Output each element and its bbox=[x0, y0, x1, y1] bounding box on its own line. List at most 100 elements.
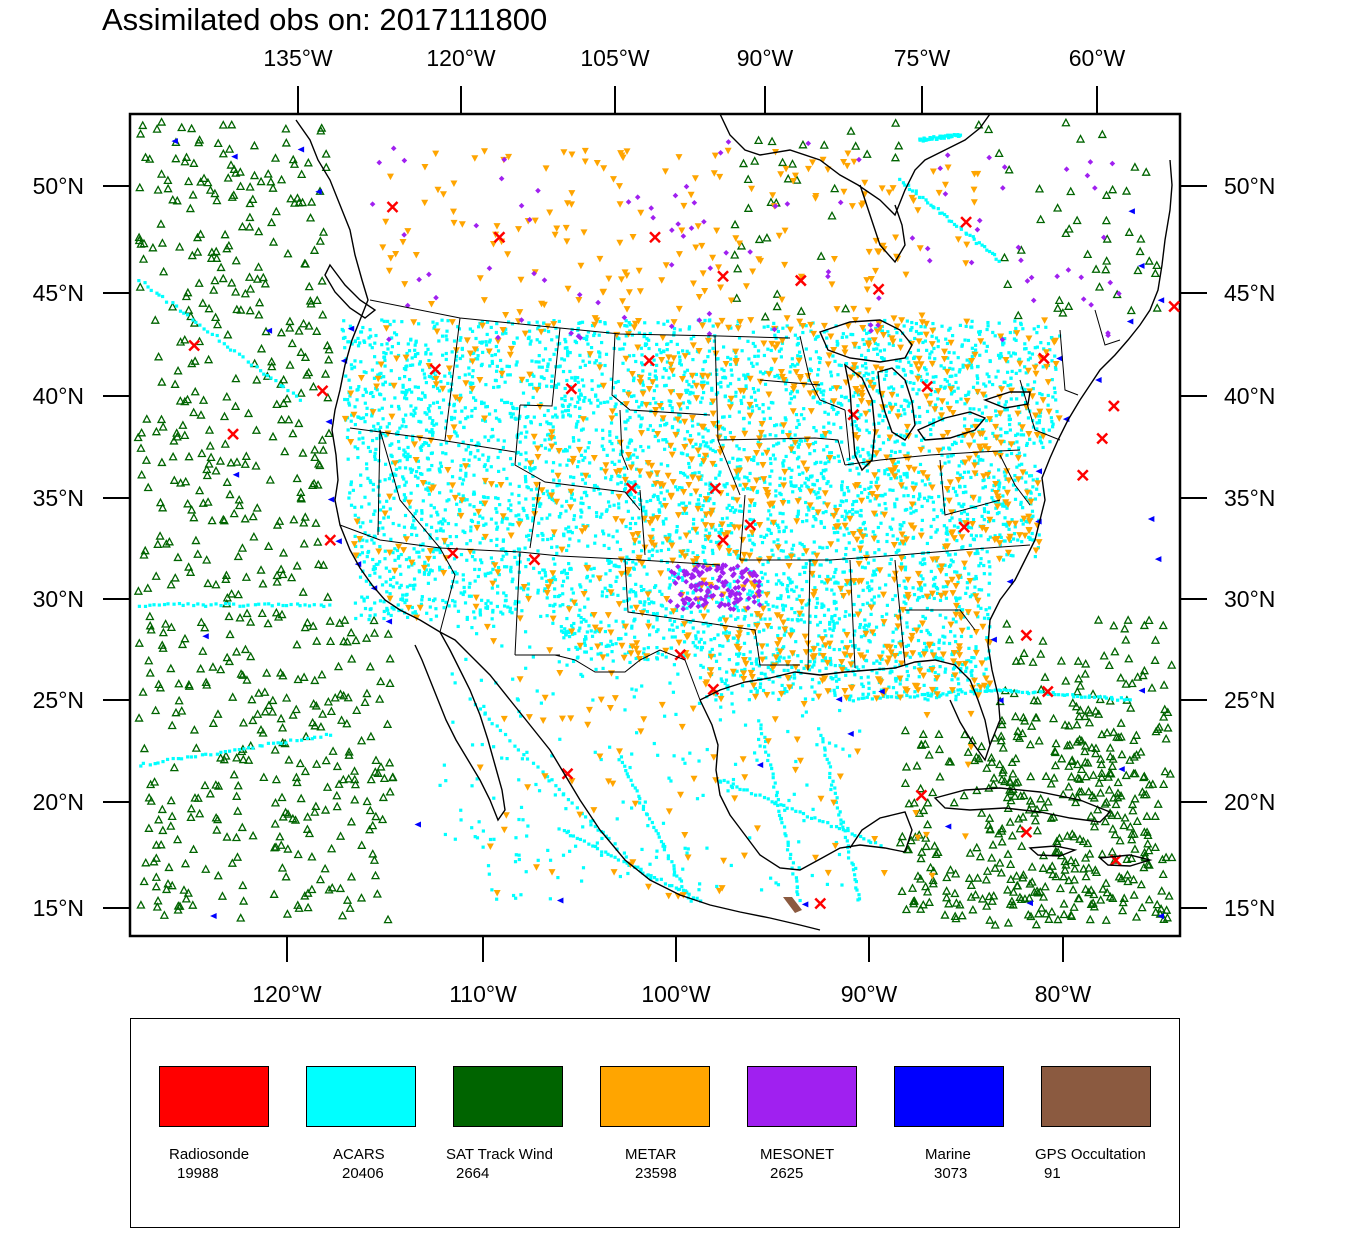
acars-marker bbox=[785, 378, 789, 382]
sat-track-wind-marker bbox=[1108, 754, 1118, 763]
sat-track-wind-marker bbox=[211, 579, 221, 589]
acars-marker bbox=[410, 532, 414, 537]
sat-track-wind-marker bbox=[175, 337, 186, 346]
acars-marker bbox=[708, 497, 712, 501]
sat-track-wind-marker bbox=[254, 310, 264, 319]
acars-marker bbox=[528, 528, 533, 533]
acars-marker bbox=[1015, 440, 1019, 444]
acars-marker bbox=[414, 509, 419, 513]
acars-marker bbox=[551, 557, 556, 561]
acars-marker bbox=[703, 444, 707, 448]
acars-marker bbox=[895, 691, 899, 695]
acars-marker bbox=[761, 410, 765, 414]
acars-marker bbox=[721, 443, 725, 448]
acars-marker bbox=[824, 510, 828, 514]
acars-marker bbox=[914, 321, 919, 326]
acars-marker bbox=[632, 376, 636, 380]
acars-marker bbox=[700, 460, 704, 465]
sat-track-wind-marker bbox=[733, 263, 743, 273]
acars-marker bbox=[764, 656, 768, 660]
sat-track-wind-marker bbox=[303, 902, 313, 912]
acars-marker bbox=[878, 586, 882, 590]
acars-marker bbox=[1007, 351, 1011, 355]
acars-marker bbox=[721, 415, 725, 419]
acars-marker bbox=[481, 350, 485, 355]
sat-track-wind-marker bbox=[308, 621, 318, 630]
acars-marker bbox=[616, 593, 620, 597]
acars-marker bbox=[543, 328, 547, 332]
acars-marker bbox=[461, 354, 465, 358]
acars-marker bbox=[807, 378, 811, 382]
acars-marker bbox=[801, 552, 805, 557]
acars-marker bbox=[549, 537, 554, 541]
acars-marker bbox=[631, 560, 635, 564]
acars-marker bbox=[627, 441, 631, 445]
acars-marker bbox=[779, 596, 783, 601]
acars-marker bbox=[825, 329, 829, 333]
acars-marker bbox=[660, 401, 664, 405]
acars-marker bbox=[888, 525, 892, 529]
acars-marker bbox=[796, 465, 801, 469]
acars-marker bbox=[556, 594, 560, 599]
acars-marker bbox=[395, 581, 399, 585]
acars-marker bbox=[739, 458, 743, 462]
sat-track-wind-marker bbox=[263, 541, 274, 550]
acars-marker bbox=[699, 604, 703, 608]
acars-marker bbox=[647, 445, 651, 449]
acars-marker bbox=[727, 598, 731, 603]
acars-marker bbox=[860, 353, 864, 357]
acars-marker bbox=[468, 539, 473, 543]
sat-track-wind-marker bbox=[156, 414, 167, 424]
acars-marker bbox=[586, 342, 590, 346]
acars-marker bbox=[1008, 330, 1012, 335]
sat-track-wind-marker bbox=[244, 272, 255, 281]
acars-marker bbox=[942, 386, 947, 390]
acars-marker bbox=[414, 406, 418, 410]
acars-marker bbox=[987, 519, 991, 524]
acars-marker bbox=[998, 533, 1002, 537]
sat-track-wind-marker bbox=[184, 562, 194, 571]
acars-marker bbox=[445, 338, 449, 342]
acars-marker bbox=[656, 439, 661, 443]
sat-track-wind-marker bbox=[365, 824, 375, 834]
sat-track-wind-marker bbox=[945, 865, 956, 874]
acars-marker bbox=[1024, 480, 1028, 484]
acars-marker bbox=[466, 445, 471, 449]
acars-marker bbox=[862, 374, 866, 378]
acars-marker bbox=[832, 624, 836, 628]
acars-marker bbox=[626, 509, 630, 513]
acars-marker bbox=[867, 491, 871, 496]
acars-marker bbox=[499, 398, 504, 402]
sat-track-wind-marker bbox=[1091, 748, 1101, 758]
sat-track-wind-marker bbox=[216, 753, 226, 762]
acars-marker bbox=[774, 582, 779, 586]
acars-marker bbox=[847, 541, 851, 545]
acars-marker bbox=[595, 485, 599, 489]
acars-marker bbox=[587, 398, 591, 402]
sat-track-wind-marker bbox=[324, 428, 334, 438]
acars-marker bbox=[444, 426, 448, 430]
acars-marker bbox=[445, 499, 449, 503]
acars-marker bbox=[502, 591, 506, 595]
acars-marker bbox=[479, 401, 484, 406]
sat-track-wind-marker bbox=[996, 731, 1006, 740]
acars-marker bbox=[469, 390, 473, 394]
sat-track-wind-marker bbox=[1102, 256, 1112, 265]
acars-marker bbox=[621, 361, 625, 365]
acars-marker bbox=[727, 503, 731, 507]
acars-marker bbox=[908, 350, 913, 355]
acars-marker bbox=[469, 438, 474, 443]
acars-marker bbox=[377, 526, 381, 531]
acars-marker bbox=[705, 592, 710, 597]
acars-marker bbox=[457, 492, 461, 496]
acars-marker bbox=[482, 464, 487, 469]
acars-marker bbox=[928, 482, 932, 486]
sat-track-wind-marker bbox=[210, 312, 221, 322]
acars-marker bbox=[871, 370, 875, 375]
acars-marker bbox=[652, 601, 656, 605]
acars-marker bbox=[984, 405, 988, 409]
acars-marker bbox=[467, 366, 471, 370]
acars-marker bbox=[818, 360, 822, 365]
acars-marker bbox=[678, 361, 682, 365]
acars-marker bbox=[775, 442, 779, 446]
